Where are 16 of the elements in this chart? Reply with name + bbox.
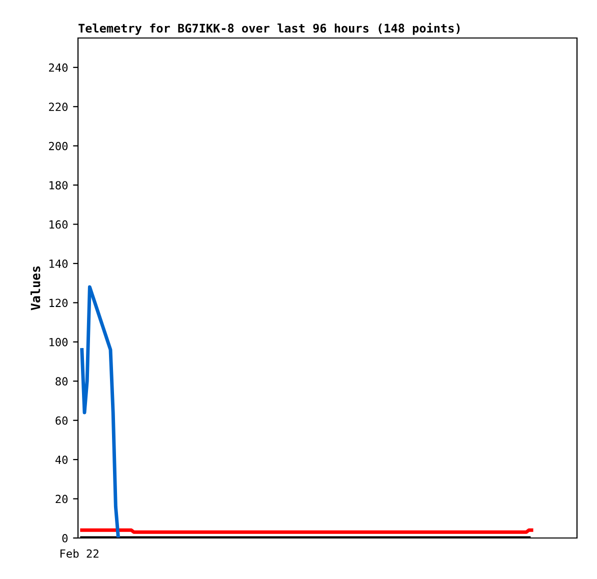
- chart-title: Telemetry for BG7IKK-8 over last 96 hours (148 points): [78, 22, 460, 35]
- y-tick-label: 140: [50, 259, 68, 268]
- y-tick-label: 220: [49, 102, 68, 112]
- y-tick-label: 160: [50, 220, 68, 229]
- y-tick-label: 120: [50, 298, 68, 308]
- y-tick-label: 100: [50, 338, 68, 346]
- y-tick-label: 0: [62, 534, 68, 542]
- x-tick-label: Feb 22: [60, 549, 98, 558]
- y-tick-label: 80: [56, 377, 68, 386]
- y-tick-label: 200: [49, 142, 68, 150]
- y-tick-label: 40: [55, 456, 68, 464]
- y-tick-label: 60: [56, 416, 68, 425]
- y-axis-title: Values: [30, 266, 40, 310]
- y-tick-label: 20: [56, 494, 68, 504]
- y-tick-label: 240: [49, 63, 68, 72]
- y-tick-label: 180: [50, 181, 68, 190]
